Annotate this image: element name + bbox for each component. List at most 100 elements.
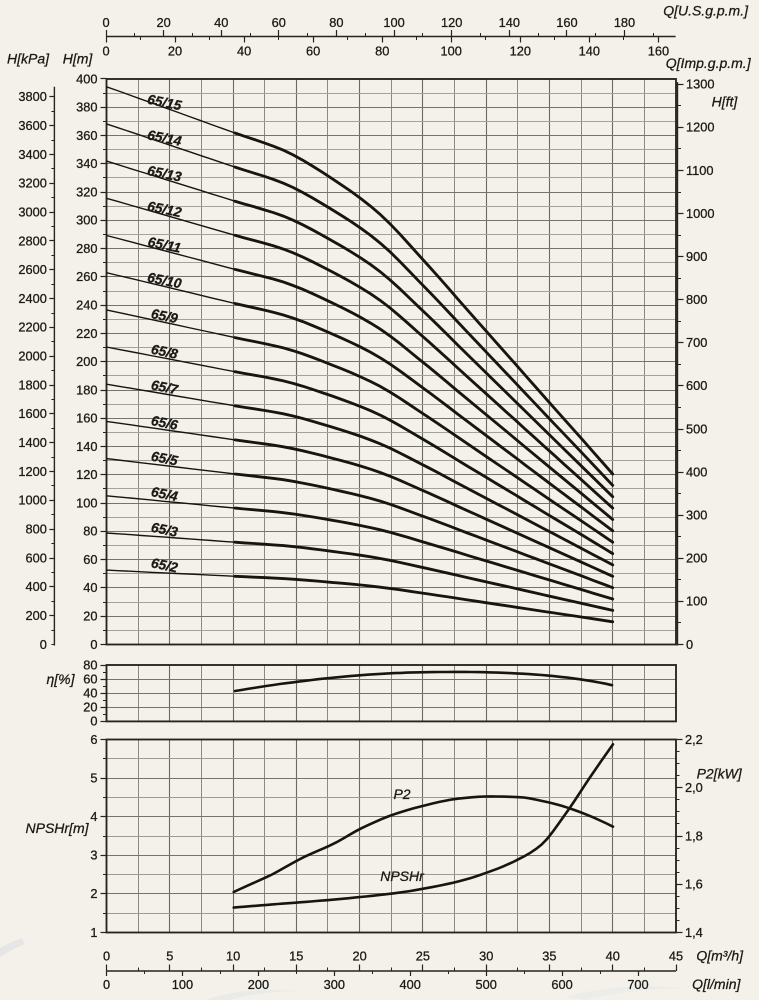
svg-text:65/7: 65/7 [150,377,181,397]
svg-text:120: 120 [441,15,462,30]
svg-text:200: 200 [248,977,269,992]
svg-text:200: 200 [76,354,97,369]
svg-text:65/5: 65/5 [150,449,180,469]
svg-text:80: 80 [329,15,343,30]
svg-text:1000: 1000 [18,493,46,508]
svg-text:5: 5 [90,770,97,785]
svg-text:1100: 1100 [686,163,714,178]
svg-text:40: 40 [83,580,97,595]
svg-text:1300: 1300 [686,77,714,92]
svg-text:400: 400 [76,71,97,86]
svg-text:65/10: 65/10 [146,270,183,292]
svg-text:100: 100 [686,594,707,609]
svg-text:300: 300 [324,977,345,992]
svg-text:1600: 1600 [18,406,46,421]
svg-text:0: 0 [102,15,109,30]
svg-text:900: 900 [686,249,707,264]
svg-text:60: 60 [306,43,320,58]
svg-text:2,2: 2,2 [685,732,703,747]
svg-text:Q[l/min]: Q[l/min] [692,976,741,992]
svg-text:80: 80 [375,43,389,58]
svg-text:3: 3 [90,848,97,863]
svg-text:200: 200 [686,551,707,566]
svg-text:800: 800 [686,292,707,307]
svg-text:160: 160 [556,15,577,30]
svg-text:80: 80 [83,524,97,539]
svg-text:25: 25 [416,948,430,963]
svg-text:140: 140 [579,43,600,58]
svg-text:140: 140 [499,15,520,30]
svg-text:1,8: 1,8 [685,828,703,843]
svg-text:3000: 3000 [18,204,46,219]
svg-text:H[m]: H[m] [63,51,94,67]
svg-text:260: 260 [76,269,97,284]
svg-text:20: 20 [83,700,97,715]
svg-text:3200: 3200 [18,176,46,191]
svg-text:65/3: 65/3 [150,520,180,540]
svg-text:500: 500 [686,421,707,436]
svg-text:40: 40 [606,948,620,963]
svg-text:600: 600 [26,550,47,565]
svg-text:65/15: 65/15 [146,92,183,114]
svg-text:P2[kW]: P2[kW] [697,766,743,782]
svg-text:400: 400 [400,977,421,992]
svg-text:40: 40 [214,15,228,30]
svg-text:Q[U.S.g.p.m.]: Q[U.S.g.p.m.] [663,2,749,18]
svg-text:0: 0 [103,948,110,963]
svg-text:160: 160 [76,411,97,426]
svg-text:60: 60 [83,552,97,567]
svg-text:360: 360 [76,128,97,143]
svg-text:3400: 3400 [18,147,46,162]
svg-text:Q[Imp.g.p.m.]: Q[Imp.g.p.m.] [666,55,752,71]
svg-text:0: 0 [40,637,47,652]
svg-text:160: 160 [648,43,669,58]
svg-text:35: 35 [542,948,556,963]
svg-text:2000: 2000 [18,349,46,364]
svg-text:0: 0 [90,714,97,729]
svg-text:120: 120 [76,467,97,482]
svg-text:220: 220 [76,326,97,341]
svg-text:65/12: 65/12 [146,199,183,221]
svg-text:380: 380 [76,100,97,115]
svg-text:100: 100 [383,15,404,30]
svg-text:60: 60 [83,671,97,686]
svg-text:H[kPa]: H[kPa] [7,51,50,67]
svg-text:20: 20 [352,948,366,963]
svg-text:1200: 1200 [686,120,714,135]
svg-text:700: 700 [627,977,648,992]
svg-text:2,0: 2,0 [685,780,703,795]
svg-text:320: 320 [76,184,97,199]
svg-text:65/9: 65/9 [150,306,180,326]
svg-text:NPSHr: NPSHr [380,868,425,884]
svg-text:400: 400 [686,464,707,479]
svg-text:1400: 1400 [18,435,46,450]
svg-text:800: 800 [26,522,47,537]
svg-text:3600: 3600 [18,118,46,133]
svg-text:η[%]: η[%] [47,671,76,687]
svg-text:5: 5 [166,948,173,963]
svg-text:600: 600 [686,378,707,393]
svg-text:140: 140 [76,439,97,454]
svg-text:45: 45 [669,948,683,963]
svg-text:1800: 1800 [18,377,46,392]
svg-text:1200: 1200 [18,464,46,479]
svg-text:500: 500 [476,977,497,992]
svg-text:0: 0 [90,637,97,652]
svg-text:180: 180 [76,382,97,397]
svg-text:P2: P2 [393,786,410,802]
svg-text:65/6: 65/6 [150,413,180,433]
svg-text:100: 100 [172,977,193,992]
svg-text:1000: 1000 [686,206,714,221]
svg-text:Q[m³/h]: Q[m³/h] [696,948,744,964]
svg-text:65/2: 65/2 [150,555,180,575]
svg-text:100: 100 [76,495,97,510]
svg-text:3800: 3800 [18,89,46,104]
svg-text:700: 700 [686,335,707,350]
svg-text:0: 0 [102,43,109,58]
svg-text:120: 120 [510,43,531,58]
svg-text:300: 300 [76,213,97,228]
svg-text:280: 280 [76,241,97,256]
svg-text:300: 300 [686,508,707,523]
svg-text:H[ft]: H[ft] [712,94,739,110]
svg-text:65/8: 65/8 [150,342,180,362]
